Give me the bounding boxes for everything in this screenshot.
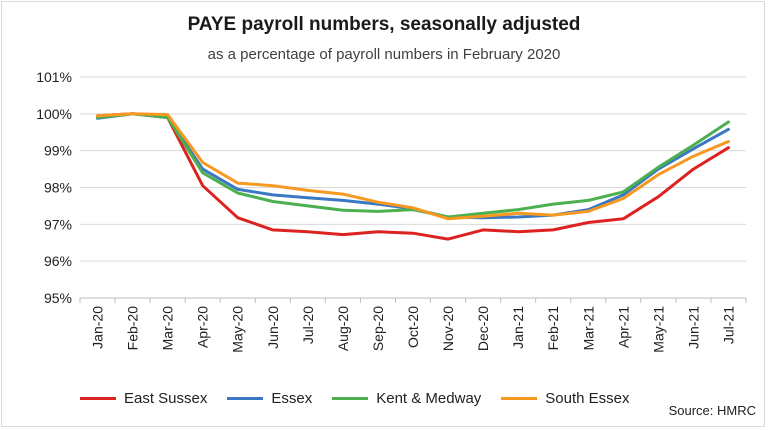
chart-title: PAYE payroll numbers, seasonally adjuste… [187, 14, 581, 35]
x-tick-label: Aug-20 [335, 306, 351, 351]
legend-item-south-essex: South Essex [501, 389, 630, 407]
series-line-kent-medway [96, 112, 730, 219]
x-tick-label: Jan-20 [90, 306, 106, 349]
x-tick-label: May-21 [650, 306, 666, 353]
x-tick-label: Dec-20 [475, 306, 491, 351]
x-tick-label: Jan-21 [510, 306, 526, 349]
x-tick-label: Jun-21 [685, 306, 701, 349]
y-tick-label: 101% [36, 69, 72, 85]
x-tick-label: Oct-20 [405, 306, 421, 348]
x-tick-label: Mar-20 [160, 306, 176, 351]
x-tick-label: Jun-20 [265, 306, 281, 349]
legend-swatch-kent-medway [332, 396, 369, 400]
y-tick-label: 100% [36, 106, 72, 122]
y-tick-label: 98% [44, 180, 72, 196]
legend-swatch-east-sussex [80, 396, 116, 400]
x-tick-label: Nov-20 [440, 306, 456, 351]
series-line-east-sussex [96, 112, 730, 241]
y-tick-label: 99% [44, 143, 72, 159]
legend-swatch-essex [227, 396, 264, 400]
x-tick-label: Apr-20 [195, 306, 211, 348]
y-tick-label: 97% [44, 216, 72, 232]
legend-label-south-essex: South Essex [545, 389, 630, 407]
x-tick-label: May-20 [230, 306, 246, 353]
legend-swatch-south-essex [501, 396, 538, 400]
x-tick-label: Apr-21 [615, 306, 631, 348]
y-tick-label: 95% [44, 290, 72, 306]
y-tick-label: 96% [44, 253, 72, 269]
legend-item-essex: Essex [227, 390, 312, 407]
legend: East Sussex Essex Kent & Medway South Es… [80, 386, 650, 410]
x-tick-label: Feb-21 [545, 306, 561, 351]
x-tick-label: Sep-20 [370, 306, 386, 351]
source-note: Source: HMRC [668, 403, 756, 418]
legend-item-kent-medway: Kent & Medway [332, 390, 481, 407]
legend-label-essex: Essex [271, 389, 313, 407]
x-tick-label: Jul-21 [720, 306, 736, 344]
legend-label-kent-medway: Kent & Medway [376, 389, 482, 407]
chart-subtitle: as a percentage of payroll numbers in Fe… [207, 46, 561, 63]
legend-item-east-sussex: East Sussex [80, 390, 207, 407]
x-tick-label: Mar-21 [580, 306, 596, 351]
x-tick-label: Jul-20 [300, 306, 316, 344]
series-line-south-essex [96, 112, 730, 221]
legend-label-east-sussex: East Sussex [124, 389, 208, 407]
x-tick-label: Feb-20 [125, 306, 141, 351]
